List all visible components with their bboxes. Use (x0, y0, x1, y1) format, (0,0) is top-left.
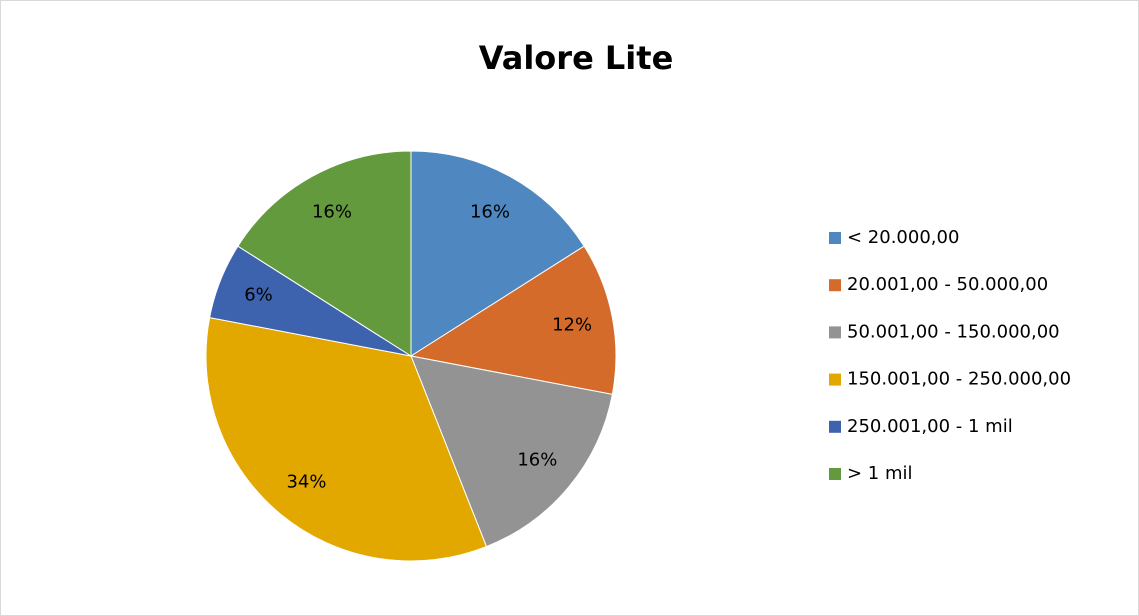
legend-swatch (829, 373, 841, 386)
legend-swatch (829, 468, 841, 480)
legend-swatch (829, 420, 841, 433)
legend-label: 250.001,00 - 1 mil (847, 416, 1013, 437)
legend-label: 20.001,00 - 50.000,00 (847, 274, 1048, 295)
pie-slice (410, 355, 613, 548)
pie-slice (409, 245, 617, 395)
legend-swatch (829, 232, 841, 244)
pie-slice (205, 317, 488, 562)
legend-label: 50.001,00 - 150.000,00 (847, 321, 1060, 342)
legend-swatch (829, 279, 841, 292)
data-label: 16% (312, 201, 352, 222)
pie-slice (237, 150, 412, 357)
data-label: 16% (470, 201, 510, 222)
legend-label: 150.001,00 - 250.000,00 (847, 369, 1071, 390)
data-label: 12% (552, 314, 592, 335)
pie-slice (410, 150, 585, 357)
chart-title: Valore Lite (479, 39, 674, 77)
legend-label: < 20.000,00 (847, 227, 959, 248)
legend-label: > 1 mil (847, 463, 913, 484)
legend-swatch (829, 326, 841, 339)
data-label: 34% (286, 471, 326, 492)
data-label: 6% (244, 285, 273, 306)
data-label: 16% (517, 450, 557, 471)
